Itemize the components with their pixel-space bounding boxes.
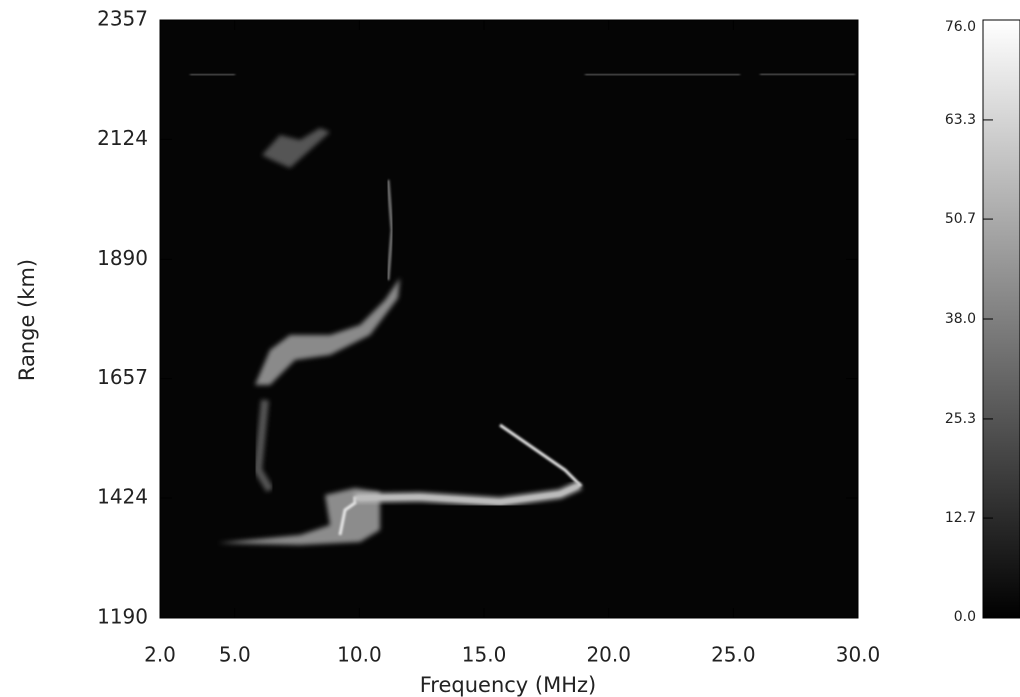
x-tick-label: 20.0 — [586, 643, 631, 667]
x-tick-label: 15.0 — [462, 643, 507, 667]
colorbar-tick-label: 50.7 — [945, 211, 976, 227]
y-tick-label: 1657 — [97, 365, 148, 389]
x-tick-label: 5.0 — [219, 643, 251, 667]
colorbar-tick-label: 76.0 — [945, 19, 976, 35]
colorbar-tick-label: 0.0 — [954, 609, 976, 625]
colorbar-tick-label: 63.3 — [945, 112, 976, 128]
y-tick-label: 2357 — [97, 7, 148, 31]
plot-area — [160, 20, 858, 618]
y-tick-label: 2124 — [97, 126, 148, 150]
plot-frame — [159, 19, 859, 619]
colorbar-tick-label: 38.0 — [945, 311, 976, 327]
x-tick-label: 25.0 — [711, 643, 756, 667]
x-axis-label: Frequency (MHz) — [420, 673, 596, 697]
x-tick-label: 2.0 — [144, 643, 176, 667]
y-tick-label: 1424 — [97, 485, 148, 509]
y-tick-label: 1190 — [97, 605, 148, 629]
colorbar-tick-label: 12.7 — [945, 510, 976, 526]
y-tick-label: 1890 — [97, 246, 148, 270]
x-tick-label: 30.0 — [836, 643, 881, 667]
x-tick-label: 10.0 — [337, 643, 382, 667]
echo-traces — [190, 73, 855, 545]
y-axis-label: Range (km) — [15, 259, 39, 381]
colorbar-tick-label: 25.3 — [945, 411, 976, 427]
